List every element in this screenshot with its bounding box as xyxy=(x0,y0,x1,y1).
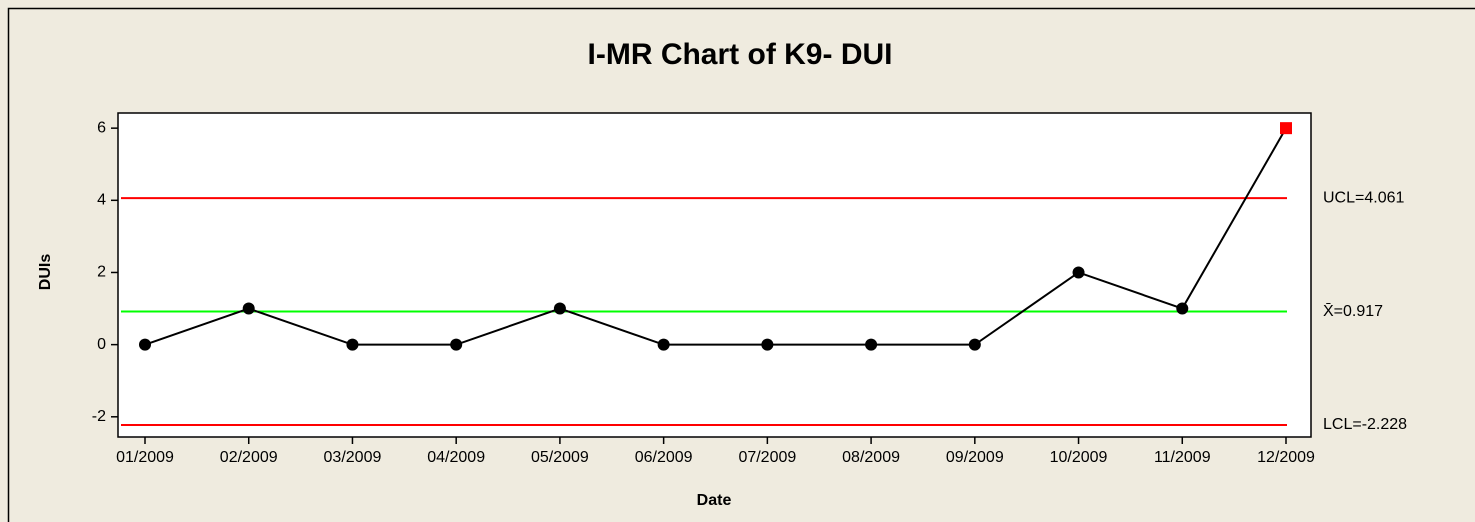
y-tick-label: 0 xyxy=(97,336,106,353)
x-tick-label: 01/2009 xyxy=(116,449,174,466)
x-axis-label: Date xyxy=(697,492,732,509)
x-tick-label: 10/2009 xyxy=(1050,449,1108,466)
y-tick-label: 6 xyxy=(97,119,106,136)
point xyxy=(242,302,255,315)
x-tick-label: 02/2009 xyxy=(220,449,278,466)
x-tick-label: 04/2009 xyxy=(427,449,485,466)
control-line-label: UCL=4.061 xyxy=(1323,189,1404,206)
plot-area xyxy=(117,112,1312,438)
point xyxy=(553,302,566,315)
point xyxy=(346,338,359,351)
control-line-label: LCL=-2.228 xyxy=(1323,416,1407,433)
point xyxy=(761,338,774,351)
control-line-label: X̄=0.917 xyxy=(1323,302,1383,319)
y-axis-label: DUIs xyxy=(37,254,54,291)
y-tick-label: 4 xyxy=(97,192,106,209)
x-tick-label: 03/2009 xyxy=(324,449,382,466)
series-line xyxy=(144,127,1287,346)
chart-title: I-MR Chart of K9- DUI xyxy=(588,38,893,71)
point xyxy=(968,338,981,351)
x-tick-label: 05/2009 xyxy=(531,449,589,466)
point xyxy=(865,338,878,351)
point xyxy=(1072,266,1085,279)
x-tick-label: 12/2009 xyxy=(1257,449,1315,466)
x-tick-label: 08/2009 xyxy=(842,449,900,466)
point xyxy=(657,338,670,351)
point xyxy=(1176,302,1189,315)
point xyxy=(139,338,151,351)
x-tick-label: 11/2009 xyxy=(1154,449,1211,466)
x-tick-label: 09/2009 xyxy=(946,449,1004,466)
x-tick-label: 07/2009 xyxy=(738,449,796,466)
point xyxy=(1280,122,1292,135)
y-tick-label: 2 xyxy=(97,264,106,281)
point xyxy=(450,338,463,351)
x-tick-label: 06/2009 xyxy=(635,449,693,466)
y-tick-label: -2 xyxy=(92,408,106,425)
